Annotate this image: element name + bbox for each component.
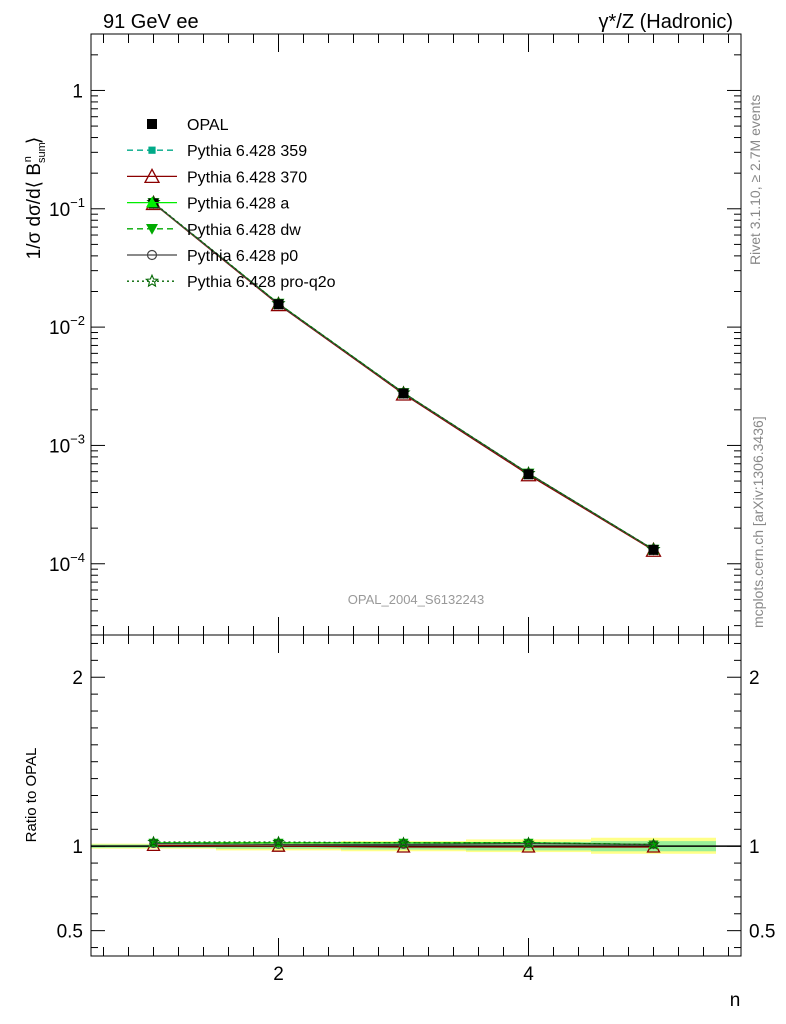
ratio-y-tick-label-right: 2 <box>749 668 760 689</box>
ratio-point <box>147 835 160 848</box>
ratio-point <box>399 840 408 849</box>
series-line <box>153 201 654 551</box>
main-y-axis-label-text: 1/σ dσ/d⟨ Bsumn⟩ <box>22 137 48 260</box>
main-y-axis-label: 1/σ dσ/d⟨ Bsumn⟩ <box>22 137 48 260</box>
legend-label: Pythia 6.428 a <box>187 196 289 213</box>
ratio-point <box>397 836 410 849</box>
ratio-series-line <box>153 841 654 846</box>
legend-label: Pythia 6.428 dw <box>187 222 301 239</box>
ratio-point <box>272 835 285 848</box>
ratio-y-tick-label: 0.5 <box>57 922 83 943</box>
ratio-point <box>522 836 535 849</box>
legend: OPAL Pythia 6.428 359 Pythia 6.428 370 Pyth… <box>127 117 336 291</box>
ratio-point <box>274 840 283 849</box>
watermark: OPAL_2004_S6132243 <box>348 592 484 607</box>
legend-marker <box>148 146 156 154</box>
ratio-point <box>647 838 660 850</box>
legend-marker <box>147 119 157 129</box>
legend-marker <box>144 273 160 288</box>
side-text-mcplots: mcplots.cern.ch [arXiv:1306.3436] <box>750 416 766 628</box>
legend-marker <box>146 196 158 208</box>
x-tick-label: 2 <box>273 964 284 985</box>
data-point <box>273 299 284 310</box>
x-axis-label: n <box>730 990 741 1011</box>
ratio-point <box>149 839 158 849</box>
y-tick-label: 10−3 <box>49 431 85 457</box>
y-tick-label: 10−2 <box>49 313 85 339</box>
side-text-rivet: Rivet 3.1.10, ≥ 2.7M events <box>747 95 763 265</box>
y-tick-label: 10−4 <box>49 550 85 576</box>
data-point <box>398 388 409 399</box>
top-right-title: γ*/Z (Hadronic) <box>599 11 733 33</box>
ratio-y-tick-label-right: 1 <box>749 837 760 858</box>
legend-label: OPAL <box>187 117 229 134</box>
main-panel: 1 10−1 10−2 10−3 10−4 <box>49 33 742 636</box>
legend-label: Pythia 6.428 370 <box>187 169 307 186</box>
legend-marker <box>146 249 158 261</box>
ratio-panel: 2 4 0.5 0.5 1 1 2 2 <box>57 634 775 985</box>
legend-label: Pythia 6.428 359 <box>187 143 307 160</box>
legend-label: Pythia 6.428 p0 <box>187 248 298 265</box>
ratio-y-tick-label: 2 <box>72 668 83 689</box>
data-point <box>648 544 659 555</box>
x-tick-label: 4 <box>523 964 534 985</box>
legend-marker <box>146 224 158 235</box>
y-tick-label: 10−1 <box>49 195 85 221</box>
y-tick-label: 1 <box>72 81 83 102</box>
top-left-title: 91 GeV ee <box>103 11 199 33</box>
legend-marker <box>143 168 161 184</box>
ratio-y-tick-label: 1 <box>72 837 83 858</box>
ratio-point <box>524 839 533 849</box>
data-point <box>523 469 534 480</box>
ratio-y-axis-label: Ratio to OPAL <box>23 748 40 843</box>
legend-label: Pythia 6.428 pro-q2o <box>187 274 336 291</box>
ratio-y-tick-label-right: 0.5 <box>749 922 775 943</box>
ratio-frame <box>90 634 742 957</box>
